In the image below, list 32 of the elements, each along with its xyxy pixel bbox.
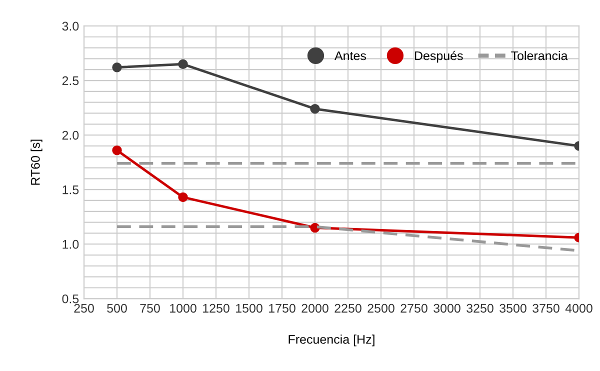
x-tick-label: 4000 [565, 304, 592, 313]
point [112, 62, 122, 72]
x-tick-label: 1250 [203, 304, 230, 313]
point [178, 59, 188, 70]
y-tick-label: 0.5 [62, 294, 79, 304]
y-axis-title: RT60 [s] [30, 140, 42, 185]
x-tick-label: 1750 [269, 304, 296, 313]
point [310, 104, 320, 114]
legend-label: Después [414, 50, 463, 63]
x-tick-label: 500 [107, 304, 127, 313]
x-tick-label: 3250 [466, 304, 494, 313]
x-tick-label: 750 [140, 304, 160, 313]
y-tick-label: 3.0 [62, 22, 79, 31]
x-tick-label: 3750 [532, 304, 560, 313]
x-tick-label: 250 [74, 304, 94, 313]
x-axis-title: Frecuencia [Hz] [288, 334, 374, 346]
x-tick-label: 2750 [400, 304, 428, 313]
legend-label: Antes [334, 51, 366, 60]
point [178, 192, 188, 202]
y-tick-label: 1.5 [62, 186, 79, 194]
y-tick-label: 2.5 [62, 76, 79, 86]
x-tick-label: 2250 [334, 304, 362, 313]
y-tick-label: 1.0 [62, 240, 79, 249]
x-tick-label: 1500 [236, 304, 262, 313]
x-tick-label: 2500 [368, 304, 394, 313]
x-tick-label: 1000 [170, 304, 196, 313]
x-tick-label: 3000 [434, 304, 460, 313]
point [112, 145, 122, 156]
x-tick-label: 3500 [500, 304, 526, 313]
legend-label: Tolerancia [511, 51, 568, 60]
y-tick-label: 2.0 [62, 130, 79, 140]
x-tick-label: 2000 [302, 304, 328, 313]
